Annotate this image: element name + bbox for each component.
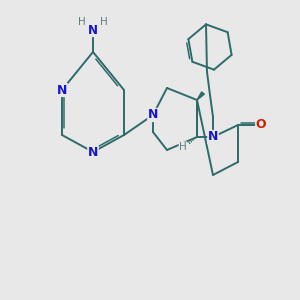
Text: N: N xyxy=(208,130,218,143)
Text: N: N xyxy=(148,109,158,122)
Text: H: H xyxy=(179,142,187,152)
Text: H: H xyxy=(100,17,108,27)
Text: H: H xyxy=(78,17,86,27)
Text: N: N xyxy=(57,83,67,97)
Text: N: N xyxy=(88,23,98,37)
Text: O: O xyxy=(256,118,266,131)
Polygon shape xyxy=(197,92,204,100)
Text: N: N xyxy=(88,146,98,158)
